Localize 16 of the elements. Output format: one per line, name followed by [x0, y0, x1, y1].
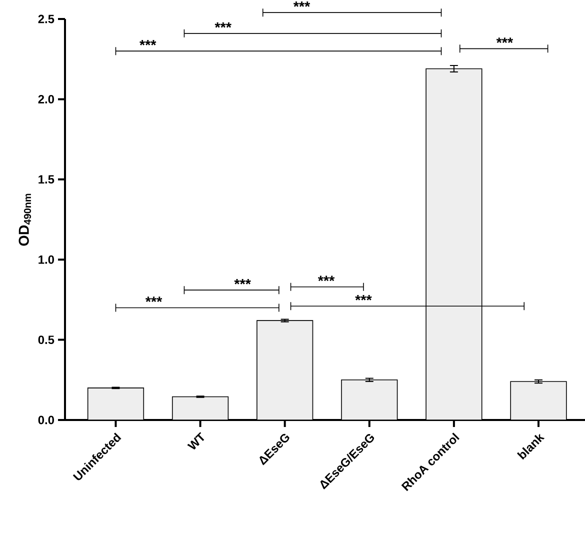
- annotation: ***: [214, 22, 232, 28]
- annotation: ***: [496, 38, 514, 43]
- annotation: ***: [140, 40, 156, 46]
- annotation: ***: [318, 276, 335, 282]
- x-tick-label: WT: [187, 432, 204, 450]
- y-axis-title: OD$_{490nm}$: [18, 194, 32, 246]
- text: ***: [293, 2, 310, 7]
- annotation: ***: [145, 296, 162, 302]
- y-tick-label: 0.5: [38, 336, 54, 344]
- y-tick-label: 1.0: [38, 255, 54, 264]
- y-tick-label: 1.5: [38, 175, 54, 184]
- y-tick-label: 2.5: [38, 14, 54, 24]
- y-tick-label: 2.0: [38, 94, 54, 104]
- annotation: ***: [234, 279, 251, 284]
- y-tick-label: 0.0: [38, 416, 54, 424]
- annotation: ***: [355, 295, 372, 300]
